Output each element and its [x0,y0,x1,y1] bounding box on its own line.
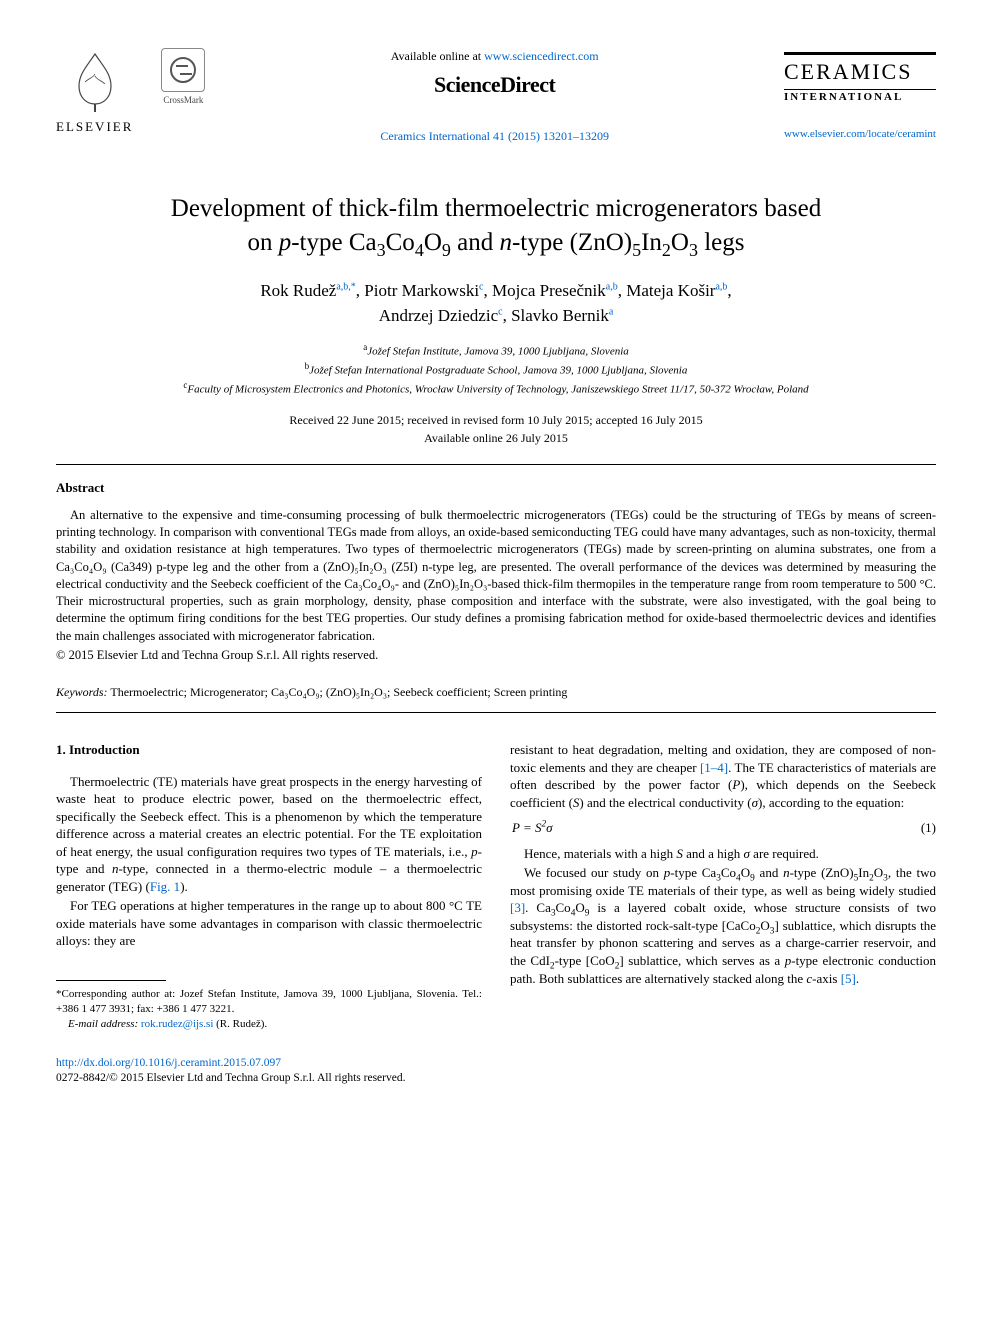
available-online-date: Available online 26 July 2015 [56,430,936,446]
intro-paragraph-5: We focused our study on p-type Ca3Co4O9 … [510,864,936,987]
sciencedirect-logo: ScienceDirect [205,70,784,100]
crossmark-icon [161,48,205,92]
abstract-heading: Abstract [56,479,936,497]
abstract-text: An alternative to the expensive and time… [56,507,936,645]
title-line-1: Development of thick-film thermoelectric… [171,195,821,222]
keywords-label: Keywords: [56,685,108,699]
crossmark-label: CrossMark [161,94,205,106]
title-block: Development of thick-film thermoelectric… [56,192,936,446]
header-left: ELSEVIER CrossMark [56,48,205,136]
available-prefix: Available online at [391,49,484,63]
rule-above-abstract [56,464,936,465]
elsevier-tree-icon [65,48,125,116]
equation-1-number: (1) [921,819,936,837]
page-header: ELSEVIER CrossMark Available online at w… [56,48,936,144]
journal-homepage-link[interactable]: www.elsevier.com/locate/ceramint [784,127,936,142]
authors-line: Rok Rudeža,b,*, Piotr Markowskic, Mojca … [56,278,936,329]
corr-email-person: (R. Rudež). [213,1018,267,1030]
article-history: Received 22 June 2015; received in revis… [56,412,936,428]
available-online-line: Available online at www.sciencedirect.co… [205,48,784,64]
abstract-section: Abstract An alternative to the expensive… [56,479,936,663]
elsevier-label: ELSEVIER [56,118,133,136]
title-line-2: on p-type Ca3Co4O9 and n-type (ZnO)5In2O… [247,229,744,256]
page-footer: http://dx.doi.org/10.1016/j.ceramint.201… [56,1056,936,1086]
elsevier-logo: ELSEVIER [56,48,133,136]
email-label: E-mail address: [68,1018,138,1030]
equation-1-row: P = S2σ (1) [510,819,936,837]
fig-1-link[interactable]: Fig. 1 [150,879,180,894]
rule-below-keywords [56,712,936,713]
section-1-heading: 1. Introduction [56,741,482,759]
intro-paragraph-2: For TEG operations at higher temperature… [56,897,482,950]
header-center: Available online at www.sciencedirect.co… [205,48,784,144]
abstract-copyright: © 2015 Elsevier Ltd and Techna Group S.r… [56,647,936,664]
corr-email-link[interactable]: rok.rudez@ijs.si [141,1018,213,1030]
header-right: CERAMICS INTERNATIONAL www.elsevier.com/… [784,48,936,141]
ref-1-4-link[interactable]: [1–4] [700,760,728,775]
journal-logo-sub: INTERNATIONAL [784,90,936,105]
corresponding-author-footnote: *Corresponding author at: Jozef Stefan I… [56,987,482,1032]
body-two-column: 1. Introduction Thermoelectric (TE) mate… [56,741,936,1032]
equation-1: P = S2σ [512,819,553,837]
left-column: 1. Introduction Thermoelectric (TE) mate… [56,741,482,1032]
issn-copyright-line: 0272-8842/© 2015 Elsevier Ltd and Techna… [56,1072,405,1084]
affiliations-block: aJožef Stefan Institute, Jamova 39, 1000… [56,341,936,398]
right-column: resistant to heat degradation, melting a… [510,741,936,1032]
corr-author-text: *Corresponding author at: Jozef Stefan I… [56,988,482,1015]
keywords-line: Keywords: Thermoelectric; Microgenerator… [56,684,936,700]
intro-paragraph-1: Thermoelectric (TE) materials have great… [56,773,482,896]
crossmark-badge[interactable]: CrossMark [161,48,205,106]
paper-title: Development of thick-film thermoelectric… [56,192,936,260]
journal-reference: Ceramics International 41 (2015) 13201–1… [205,128,784,144]
keywords-list: Thermoelectric; Microgenerator; Ca₃Co₄O₉… [110,685,567,699]
intro-paragraph-4: Hence, materials with a high S and a hig… [510,845,936,863]
sciencedirect-url-link[interactable]: www.sciencedirect.com [484,49,599,63]
ref-5-link[interactable]: [5] [841,971,856,986]
ref-3-link[interactable]: [3] [510,900,525,915]
journal-logo-top: CERAMICS [784,52,936,90]
doi-link[interactable]: http://dx.doi.org/10.1016/j.ceramint.201… [56,1057,281,1069]
footnote-rule [56,980,166,981]
journal-reference-link[interactable]: Ceramics International 41 (2015) 13201–1… [380,129,609,143]
abstract-body: An alternative to the expensive and time… [56,507,936,645]
intro-paragraph-3: resistant to heat degradation, melting a… [510,741,936,811]
